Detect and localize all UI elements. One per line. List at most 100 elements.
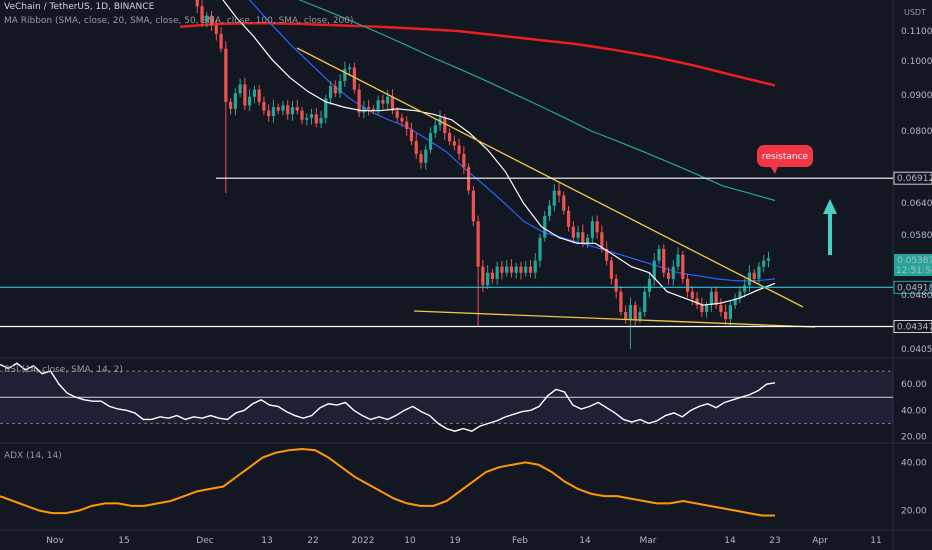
candle-body [248, 96, 252, 106]
candle-body [552, 190, 556, 206]
time-tick-23: 23 [769, 536, 780, 546]
candle-body [386, 96, 390, 104]
candle-body [543, 215, 547, 238]
time-tick-14: 14 [724, 536, 736, 546]
candle-body [733, 298, 737, 306]
candle-body [671, 266, 675, 279]
last-price-value: 0.05387 [897, 256, 932, 266]
candle-body [590, 221, 594, 238]
candle-body [500, 266, 504, 273]
candle-body [376, 100, 380, 111]
candle-body [424, 149, 428, 163]
candle-body [409, 129, 414, 142]
candle-body [524, 266, 528, 273]
candle-body [481, 266, 485, 286]
symbol-title: VeChain / TetherUS, 1D, BINANCE [4, 2, 155, 12]
candle-body [643, 291, 647, 313]
candle-body [695, 298, 699, 306]
candle-body [766, 258, 771, 261]
candle-body [333, 86, 337, 94]
ma200-line [179, 21, 776, 87]
ma-ribbon-legend: MA Ribbon (SMA, close, 20, SMA, close, 5… [4, 16, 354, 26]
candle-body [390, 96, 395, 111]
candle-body [638, 312, 642, 320]
candle-body [714, 291, 718, 306]
candle-body [586, 237, 590, 244]
candle-body [566, 210, 571, 227]
candle-body [662, 248, 666, 273]
candle-body [486, 272, 490, 286]
candle-body [443, 117, 447, 134]
candle-body [262, 101, 266, 111]
time-tick-Apr: Apr [812, 536, 828, 546]
candle-body [538, 237, 542, 261]
up-arrow-head [823, 199, 837, 214]
candle-body [357, 89, 361, 113]
candle-body [367, 107, 371, 109]
candle-body [205, 15, 209, 23]
candle-body [619, 291, 623, 313]
candle-body [595, 221, 599, 233]
rsi-tick-20.00: 20.00 [901, 432, 927, 442]
candle-body [209, 15, 214, 26]
candles-group [195, 0, 771, 349]
time-tick-2022: 2022 [352, 536, 375, 546]
level-tag-0.04347 [893, 320, 932, 333]
candle-body [762, 260, 766, 267]
candle-body [400, 117, 404, 122]
candle-body [705, 305, 709, 313]
time-tick-13: 13 [261, 536, 272, 546]
adx-tick-20.00: 20.00 [901, 507, 927, 517]
candle-body [271, 107, 276, 117]
candle-body [614, 278, 618, 292]
time-tick-Dec: Dec [196, 536, 213, 546]
level-tag-0.06912 [893, 171, 932, 185]
candle-body [657, 248, 661, 261]
rsi-tick-40.00: 40.00 [901, 406, 927, 416]
candle-body [647, 278, 652, 292]
candle-body [557, 190, 561, 196]
candle-body [200, 6, 204, 23]
level-value-0.04918: 0.04918 [897, 283, 932, 293]
candle-body [609, 260, 613, 279]
candle-body [233, 93, 237, 109]
time-tick-10: 10 [404, 536, 416, 546]
candle-body [547, 205, 552, 216]
rsi-line [0, 362, 776, 432]
candle-body [690, 291, 694, 299]
candle-body [681, 254, 685, 279]
candle-body [471, 190, 475, 222]
candle-body [528, 266, 533, 273]
candle-body [309, 114, 314, 118]
candle-body [719, 305, 723, 313]
candle-body [724, 312, 728, 320]
candle-body [676, 254, 680, 267]
candle-body [305, 117, 309, 120]
candle-body [447, 133, 452, 142]
candle-body [467, 167, 471, 191]
candle-body [267, 110, 271, 117]
candle-body [624, 312, 628, 320]
rsi-legend: RSI (14, close, SMA, 14, 2) [4, 365, 123, 375]
time-tick-19: 19 [449, 536, 461, 546]
candle-body [362, 107, 366, 113]
candle-body [405, 121, 409, 130]
candle-body [533, 260, 537, 273]
candle-body [419, 153, 423, 163]
time-tick-14: 14 [579, 536, 591, 546]
candle-body [452, 141, 456, 146]
candle-body [300, 110, 304, 120]
candle-body [414, 141, 418, 154]
level-value-0.04347: 0.04347 [897, 323, 932, 333]
candle-body [371, 108, 375, 111]
candle-body [229, 101, 233, 109]
candle-body [600, 232, 604, 249]
last-price-tag [894, 254, 932, 276]
candle-body [257, 89, 261, 102]
time-tick-Nov: Nov [46, 536, 64, 546]
